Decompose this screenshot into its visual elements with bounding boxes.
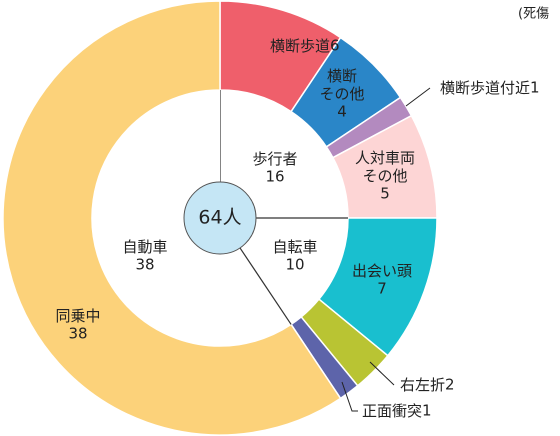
center-circle bbox=[183, 181, 257, 255]
value-label: 10 bbox=[285, 256, 304, 274]
value-label: 1 bbox=[422, 402, 432, 420]
leader-line bbox=[369, 361, 395, 386]
inner-divider bbox=[239, 247, 292, 325]
inner-segment bbox=[220, 90, 348, 218]
segment-label: 右左折 bbox=[400, 376, 445, 394]
leader-line bbox=[405, 87, 431, 107]
inner-segment bbox=[91, 90, 292, 346]
value-label: 16 bbox=[265, 168, 284, 186]
segment-label: 自動車 bbox=[122, 238, 167, 256]
segment-label: 自転車 bbox=[272, 238, 317, 256]
value-label: 5 bbox=[380, 185, 390, 203]
segment-label: 歩行者 bbox=[252, 150, 297, 168]
segment-label: 横断歩道 bbox=[270, 37, 330, 55]
segment-label: 同乗中 bbox=[55, 307, 100, 325]
center-label: 64人 bbox=[198, 207, 241, 229]
inner-segment bbox=[240, 218, 348, 325]
segment-label: 横断その他 bbox=[319, 67, 364, 103]
value-label: 2 bbox=[445, 376, 455, 394]
segment-label: 正面衝突 bbox=[362, 402, 422, 420]
value-label: 38 bbox=[68, 325, 87, 343]
segment-label: 人対車両その他 bbox=[355, 149, 415, 185]
value-label: 7 bbox=[377, 280, 387, 298]
value-label: 6 bbox=[330, 37, 340, 55]
segment-label: 横断歩道付近 bbox=[440, 79, 530, 97]
segment-label: 出会い頭 bbox=[352, 262, 412, 280]
leader-line bbox=[341, 381, 358, 412]
value-label: 4 bbox=[337, 103, 347, 121]
note: (死傷 bbox=[518, 7, 549, 22]
value-label: 38 bbox=[135, 256, 154, 274]
value-label: 1 bbox=[530, 79, 540, 97]
